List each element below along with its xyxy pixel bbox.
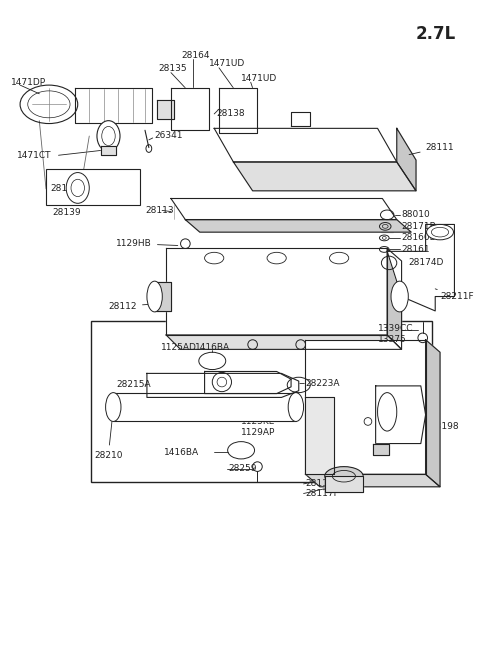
- Polygon shape: [387, 248, 402, 349]
- Ellipse shape: [329, 253, 349, 264]
- Text: 28210: 28210: [94, 411, 122, 460]
- Text: 28198: 28198: [423, 416, 459, 431]
- Polygon shape: [101, 146, 116, 155]
- Text: 28117F: 28117F: [305, 489, 339, 498]
- Text: 28167: 28167: [145, 373, 200, 383]
- Ellipse shape: [66, 172, 89, 203]
- Polygon shape: [387, 224, 455, 311]
- Bar: [46, 169, 140, 205]
- Text: 28135: 28135: [158, 64, 187, 73]
- Polygon shape: [305, 397, 334, 474]
- Text: 2.7L: 2.7L: [416, 25, 456, 43]
- Polygon shape: [397, 128, 416, 191]
- Text: 28111: 28111: [409, 143, 454, 154]
- Text: 28211F: 28211F: [435, 289, 474, 301]
- Text: 1125KE: 1125KE: [241, 417, 276, 426]
- Ellipse shape: [97, 121, 120, 152]
- Text: 1416BA: 1416BA: [164, 448, 199, 457]
- Polygon shape: [113, 393, 296, 422]
- Ellipse shape: [324, 467, 363, 486]
- Text: 1129HB: 1129HB: [116, 239, 178, 248]
- Polygon shape: [185, 220, 411, 232]
- Polygon shape: [291, 112, 310, 126]
- Text: 28138: 28138: [216, 110, 245, 118]
- Text: 28161: 28161: [402, 245, 430, 254]
- Text: 28160B: 28160B: [402, 233, 436, 242]
- Polygon shape: [426, 340, 440, 487]
- Text: 1471CT: 1471CT: [17, 151, 52, 160]
- Polygon shape: [214, 128, 397, 162]
- Text: 1339CC: 1339CC: [378, 324, 413, 333]
- Polygon shape: [305, 340, 426, 474]
- Ellipse shape: [391, 281, 408, 312]
- Ellipse shape: [267, 253, 286, 264]
- Text: 13375: 13375: [378, 335, 406, 344]
- Polygon shape: [166, 335, 402, 349]
- Text: 1129AP: 1129AP: [241, 428, 276, 438]
- Text: 1125KC: 1125KC: [241, 405, 276, 414]
- Polygon shape: [147, 373, 299, 397]
- Polygon shape: [171, 198, 397, 220]
- Text: 28139: 28139: [53, 208, 82, 217]
- Polygon shape: [166, 248, 387, 335]
- Text: 28171B: 28171B: [402, 222, 436, 231]
- Text: 28215A: 28215A: [116, 381, 151, 389]
- Text: 28112: 28112: [108, 302, 163, 311]
- Ellipse shape: [212, 373, 231, 391]
- Text: 28171: 28171: [310, 343, 339, 352]
- Ellipse shape: [106, 393, 121, 422]
- Text: 88010: 88010: [402, 210, 431, 219]
- Text: 28174D: 28174D: [408, 259, 444, 267]
- Text: 28116B: 28116B: [305, 480, 340, 488]
- Polygon shape: [171, 88, 209, 130]
- Text: 26341: 26341: [155, 130, 183, 140]
- Polygon shape: [376, 386, 426, 444]
- Text: 28164: 28164: [181, 51, 210, 60]
- Text: 1125AD: 1125AD: [161, 343, 197, 352]
- Polygon shape: [156, 100, 174, 119]
- Polygon shape: [373, 444, 389, 455]
- Text: 28113: 28113: [145, 206, 174, 214]
- Polygon shape: [75, 88, 152, 123]
- Ellipse shape: [147, 281, 162, 312]
- Ellipse shape: [204, 253, 224, 264]
- Text: 28259: 28259: [228, 464, 257, 473]
- Text: 1416BA: 1416BA: [195, 343, 230, 352]
- Text: 1471DP: 1471DP: [11, 77, 46, 87]
- Polygon shape: [204, 371, 291, 393]
- Ellipse shape: [427, 224, 454, 240]
- Ellipse shape: [378, 393, 397, 431]
- Polygon shape: [305, 474, 440, 487]
- Bar: [91, 321, 432, 482]
- Text: 1471UD: 1471UD: [209, 59, 246, 68]
- Polygon shape: [219, 88, 257, 133]
- Ellipse shape: [288, 393, 303, 422]
- Polygon shape: [233, 162, 416, 191]
- Text: 28223A: 28223A: [305, 379, 340, 387]
- Text: 1471UD: 1471UD: [241, 74, 277, 83]
- Polygon shape: [324, 476, 363, 492]
- Polygon shape: [155, 282, 171, 311]
- Text: 28190: 28190: [51, 184, 80, 194]
- Text: 28214G: 28214G: [241, 393, 276, 402]
